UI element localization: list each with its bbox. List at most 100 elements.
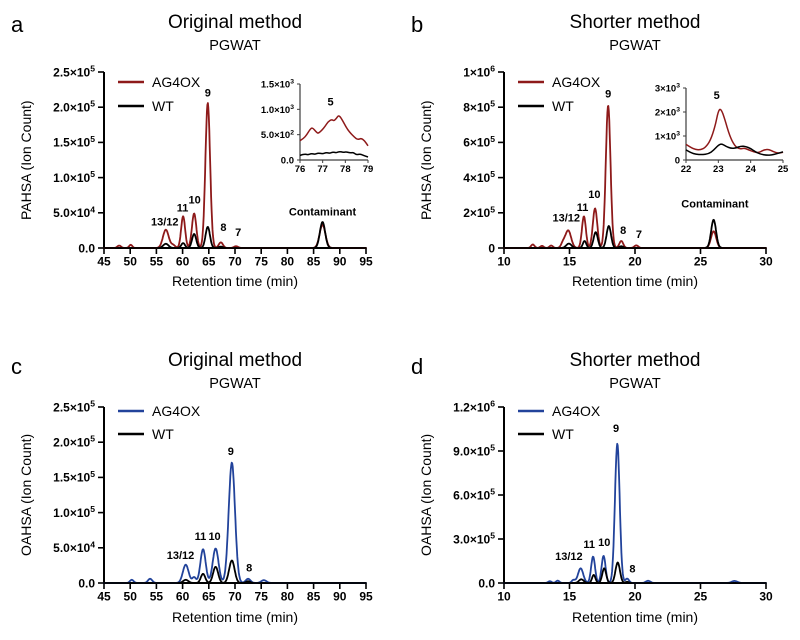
x-tick-label: 76: [295, 164, 306, 175]
trace-ag4ox: [103, 461, 367, 584]
peak-label: 11: [177, 202, 189, 214]
peak-label: 9: [613, 423, 619, 435]
y-tick-label: 1×106: [463, 64, 495, 80]
trace-wt: [503, 561, 767, 584]
y-tick-label: 2×105: [463, 204, 495, 220]
peak-label: 9: [605, 89, 611, 101]
panel-letter: b: [411, 12, 424, 37]
legend-label: AG4OX: [152, 74, 201, 90]
panel-a: a Original method PGWAT Retention time (…: [0, 0, 400, 320]
x-axis-label: Retention time (min): [171, 273, 299, 289]
x-tick-label: 25: [778, 164, 789, 175]
panel-title: Shorter method: [569, 12, 701, 33]
x-tick-label: 65: [202, 589, 216, 603]
x-tick-label: 78: [340, 164, 351, 175]
inset-trace-wt: [685, 143, 784, 156]
x-tick-label: 20: [628, 589, 642, 603]
peak-label: 11: [583, 539, 595, 551]
x-tick-label: 70: [228, 254, 242, 268]
peak-label: 11: [577, 202, 589, 214]
y-tick-label: 0.0: [478, 576, 495, 590]
x-tick-label: 25: [694, 589, 708, 603]
x-tick-label: 24: [745, 164, 756, 175]
y-tick-label: 0: [488, 241, 495, 255]
x-tick-label: 85: [307, 254, 321, 268]
y-tick-label: 1.0×103: [261, 104, 294, 116]
legend-label: WT: [552, 426, 574, 442]
y-tick-label: 6.0×105: [453, 487, 495, 503]
x-tick-label: 60: [176, 589, 190, 603]
peak-label: 13/12: [555, 551, 583, 563]
x-tick-label: 80: [281, 254, 295, 268]
chromatogram-plot-a: 2.5×1052.0×1051.5×1051.0×1055.0×1040.045…: [53, 64, 373, 269]
y-tick-label: 6×105: [463, 134, 495, 150]
x-axis-label: Retention time (min): [571, 609, 699, 625]
legend-label: AG4OX: [552, 403, 601, 419]
plot-area: 2.5×105 2.0×105 1.5×105 1.0×105 5.0×104 0.045…: [53, 399, 373, 604]
panel-b: b Shorter method PGWAT Retention time (m…: [400, 0, 800, 320]
legend: AG4OX WT: [518, 403, 601, 442]
x-tick-label: 55: [150, 589, 164, 603]
x-tick-label: 75: [255, 254, 269, 268]
y-tick-label: 1.5×105: [53, 134, 95, 150]
peak-label: 10: [208, 531, 220, 543]
x-tick-label: 15: [563, 589, 577, 603]
chromatogram-plot-c: 2.5×105 2.0×105 1.5×105 1.0×105 5.0×104 0.045…: [53, 399, 373, 604]
peak-label: 5: [328, 96, 334, 108]
legend-label: AG4OX: [152, 403, 201, 419]
panel-title: Original method: [167, 350, 303, 371]
peak-label: 9: [228, 446, 234, 458]
y-tick-label: 2.5×105: [53, 399, 95, 415]
x-tick-label: 20: [628, 254, 642, 268]
x-tick-label: 80: [281, 589, 295, 603]
x-tick-label: 45: [97, 254, 111, 268]
x-tick-label: 65: [202, 254, 216, 268]
panel-title: Shorter method: [569, 350, 701, 371]
inset-plot: 3×103 2×103 1×103 022 23 24 25 5: [655, 83, 789, 175]
peak-label: 8: [620, 225, 626, 237]
y-tick-label: 0.0: [78, 576, 95, 590]
y-tick-label: 0: [675, 155, 680, 166]
x-tick-label: 90: [333, 254, 347, 268]
x-tick-label: 15: [563, 254, 577, 268]
y-tick-label: 1.0×105: [53, 169, 95, 185]
x-tick-label: 30: [759, 589, 773, 603]
y-tick-label: 2.0×105: [53, 99, 95, 115]
y-tick-label: 2×103: [655, 107, 680, 119]
x-tick-label: 23: [713, 164, 724, 175]
panel-subtitle: PGWAT: [609, 376, 661, 392]
x-tick-label: 75: [255, 589, 269, 603]
x-tick-label: 95: [359, 589, 373, 603]
x-tick-label: 60: [176, 254, 190, 268]
x-tick-label: 55: [150, 254, 164, 268]
x-tick-label: 45: [97, 589, 111, 603]
x-tick-label: 30: [759, 254, 773, 268]
panel-subtitle: PGWAT: [209, 38, 261, 54]
axis-spines: [299, 84, 368, 161]
x-tick-label: 50: [124, 254, 138, 268]
y-tick-label: 0.0: [281, 155, 294, 166]
peak-label: Contaminant: [289, 207, 357, 219]
x-tick-label: 85: [307, 589, 321, 603]
y-tick-label: 2.0×105: [53, 434, 95, 450]
peak-label: 7: [636, 229, 642, 241]
y-tick-label: 1.5×103: [261, 79, 294, 91]
panel-letter: d: [411, 354, 424, 379]
peak-label: 9: [205, 88, 211, 100]
y-tick-label: 1.0×105: [53, 504, 95, 520]
y-tick-label: 1.5×105: [53, 469, 95, 485]
y-tick-label: 9.0×105: [453, 443, 495, 459]
y-tick-label: 3.0×105: [453, 531, 495, 547]
y-tick-label: 5.0×104: [53, 539, 95, 555]
inset-trace-ag4ox: [685, 108, 784, 154]
legend-label: AG4OX: [552, 74, 601, 90]
x-tick-label: 25: [694, 254, 708, 268]
x-tick-label: 10: [497, 589, 511, 603]
peak-label: 10: [189, 195, 201, 207]
